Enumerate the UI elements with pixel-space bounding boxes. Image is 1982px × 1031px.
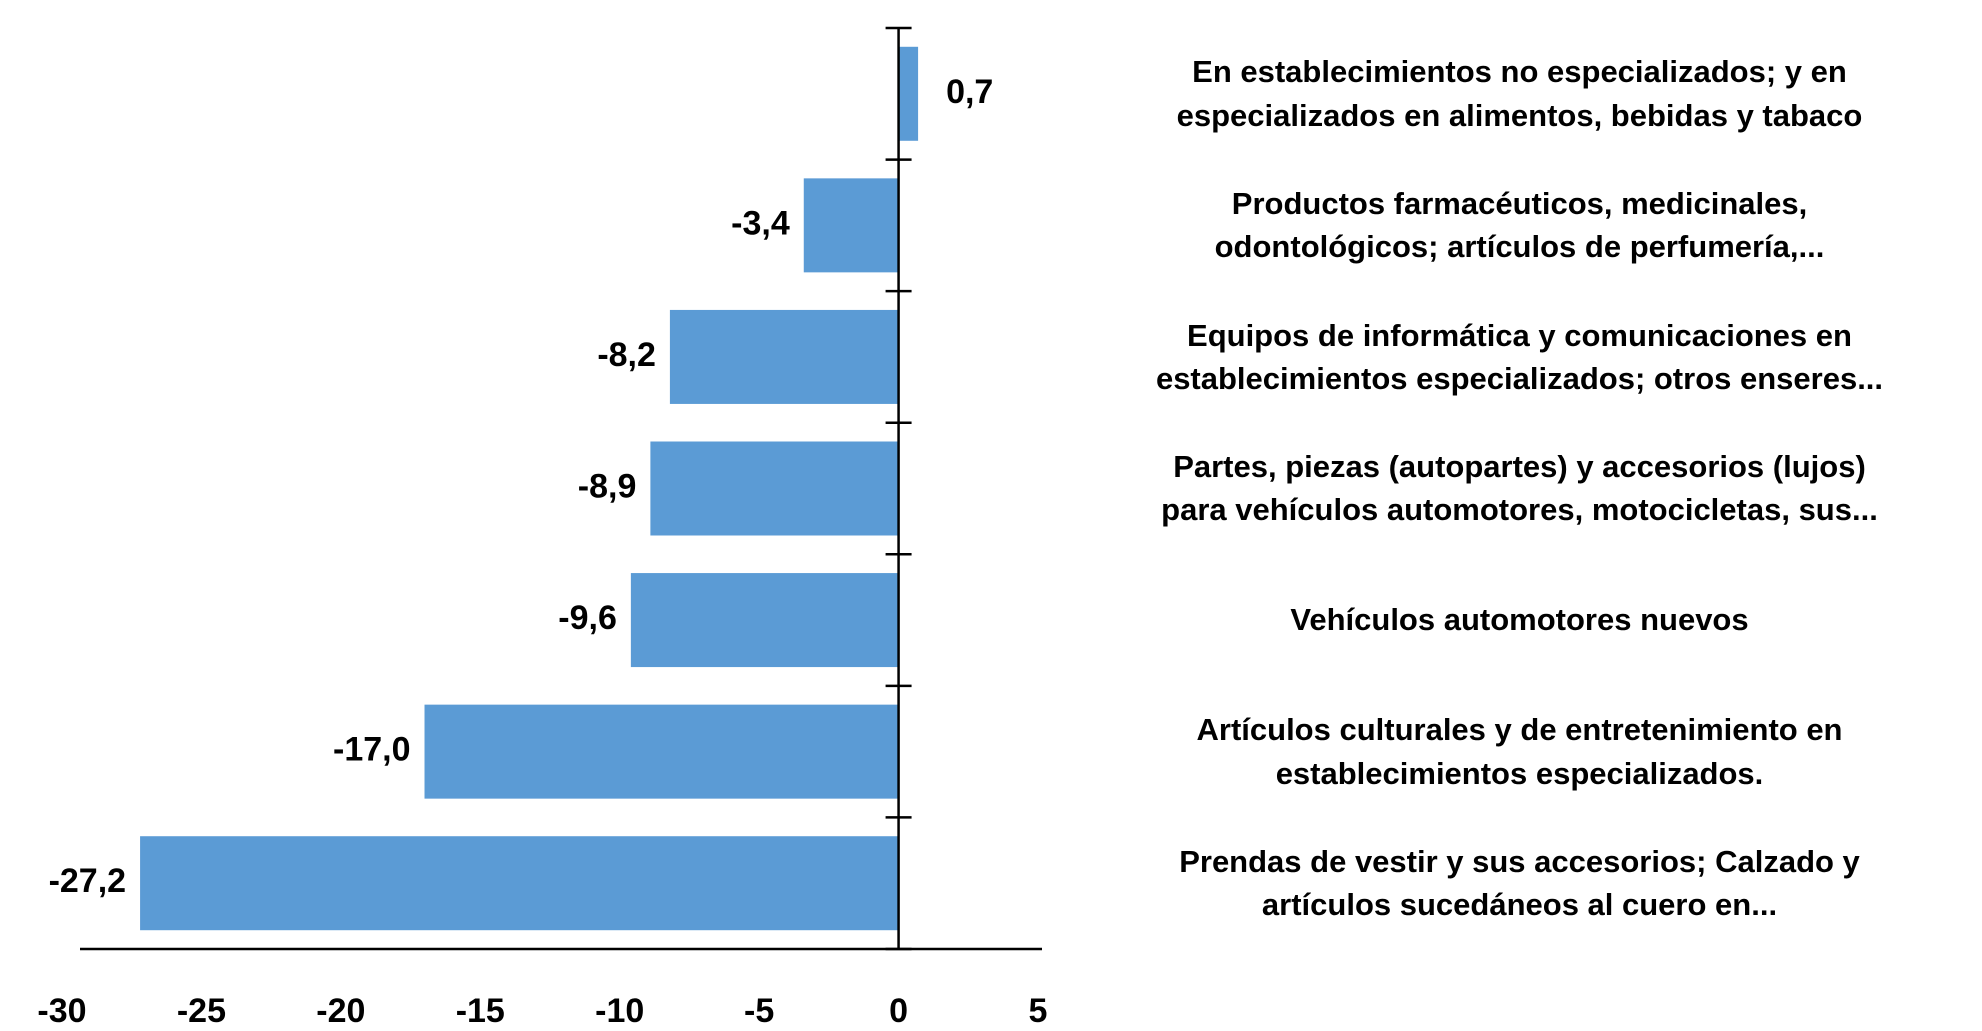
x-tick-label: -15 <box>456 992 505 1030</box>
bar <box>140 836 899 931</box>
value-label: -8,2 <box>597 336 656 374</box>
category-label: Prendas de vestir y sus accesorios; Calz… <box>1179 843 1860 923</box>
bar <box>630 573 899 668</box>
category-label: Partes, piezas (autopartes) y accesorios… <box>1161 449 1878 528</box>
bar <box>424 704 899 799</box>
x-tick-label: 5 <box>1029 992 1048 1030</box>
category-label: Vehículos automotores nuevos <box>1290 602 1749 638</box>
x-tick-label: 0 <box>889 992 908 1030</box>
x-tick-label: -10 <box>595 992 644 1030</box>
category-label: Equipos de informática y comunicaciones … <box>1155 317 1884 396</box>
x-tick-label: -25 <box>177 992 226 1030</box>
x-tick-label: -20 <box>316 992 365 1030</box>
value-label: 0,7 <box>946 73 993 111</box>
value-label: -27,2 <box>49 862 127 900</box>
x-tick-label: -5 <box>744 992 774 1030</box>
bar <box>669 309 899 404</box>
bar <box>803 178 899 273</box>
x-tick-label: -30 <box>37 992 86 1030</box>
category-label: Artículos culturales y de entretenimient… <box>1196 712 1843 791</box>
category-label: Productos farmacéuticos, medicinales, od… <box>1214 185 1825 265</box>
value-label: -3,4 <box>731 204 790 242</box>
bar <box>898 46 919 141</box>
category-label: En establecimientos no especializados; y… <box>1176 54 1863 133</box>
bar <box>650 441 899 536</box>
value-label: -17,0 <box>333 731 411 769</box>
value-label: -8,9 <box>578 467 637 505</box>
value-label: -9,6 <box>558 599 617 637</box>
